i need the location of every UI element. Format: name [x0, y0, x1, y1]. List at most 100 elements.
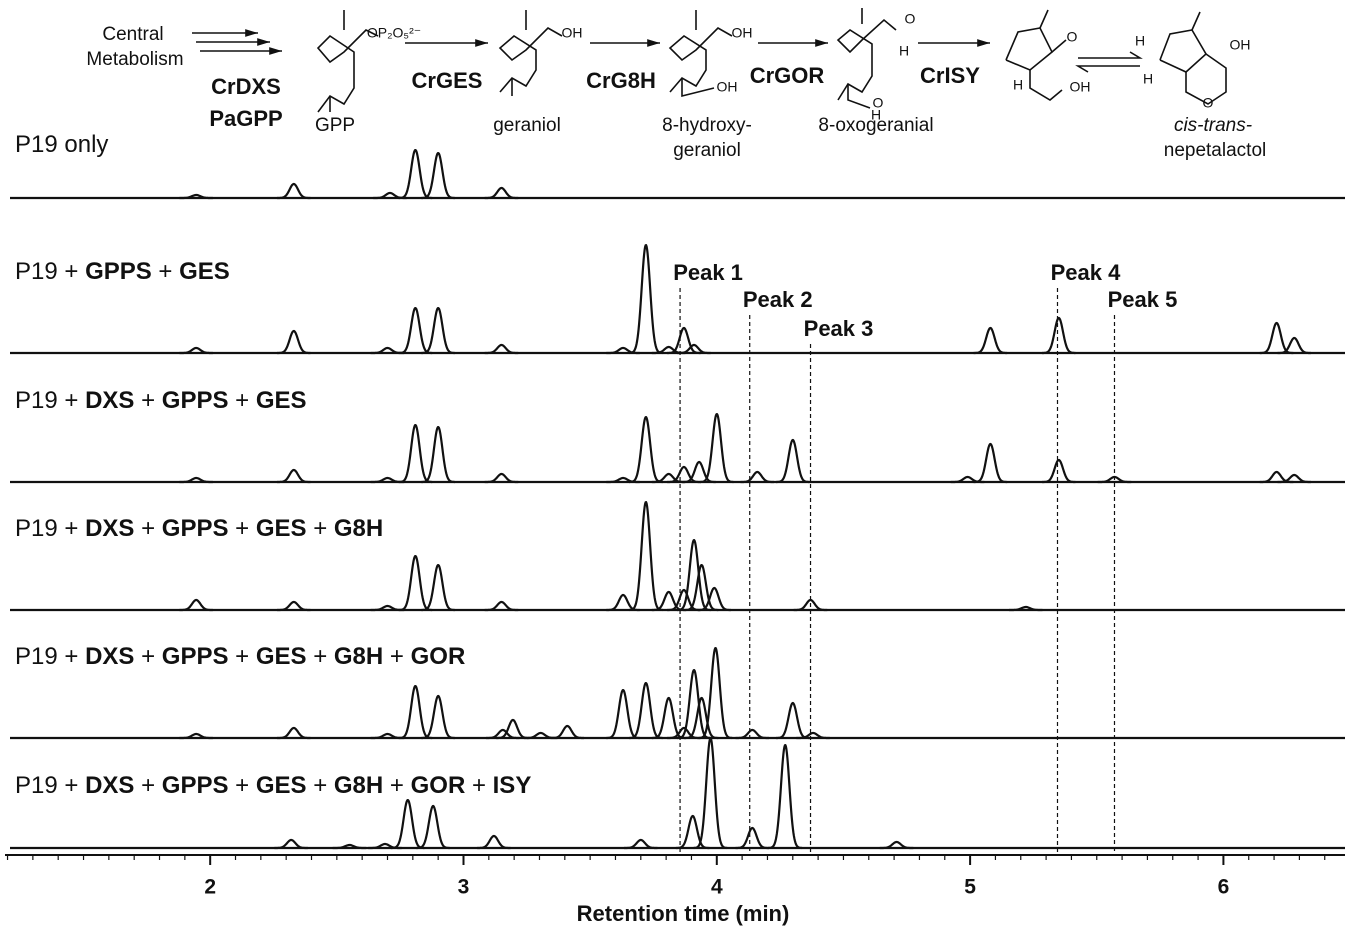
compound-label: Central [102, 24, 163, 45]
peak [178, 476, 214, 484]
peak [675, 814, 710, 850]
peak [415, 804, 451, 850]
peak [666, 326, 702, 355]
peak [495, 718, 531, 740]
trace-label-part: ISY [493, 772, 532, 799]
trace-label-part: GES [256, 387, 307, 414]
atom-label: OH [562, 25, 583, 41]
x-axis-title: Retention time (min) [577, 901, 790, 926]
trace-label-part: P19 only [15, 131, 108, 158]
peak [698, 647, 733, 740]
peak [693, 737, 728, 850]
trace-label-part: + [134, 772, 161, 799]
atom-label: H [899, 43, 909, 59]
trace-label-part: P19 + [15, 258, 85, 285]
trace-label-part: P19 + [15, 643, 85, 670]
x-tick-label: 3 [458, 876, 470, 899]
peak [390, 799, 426, 850]
peak [398, 307, 433, 355]
enzyme-label: CrDXS [211, 74, 281, 99]
peak [1008, 605, 1044, 612]
peak [767, 744, 803, 850]
x-tick-label: 2 [204, 876, 216, 899]
trace-label-part: GES [256, 643, 307, 670]
atom-label: O [1067, 29, 1078, 45]
peak [793, 598, 828, 612]
trace-label-part: + [228, 772, 255, 799]
trace-label-part: + [465, 772, 492, 799]
trace-label-part: P19 + [15, 772, 85, 799]
traces [10, 149, 1345, 850]
peak [666, 588, 702, 612]
enzyme-label: CrG8H [586, 68, 656, 93]
trace-label-part: DXS [85, 643, 134, 670]
peak [651, 472, 686, 484]
trace-label: P19 + GPPS + GES [15, 258, 230, 285]
trace-label-part: + [134, 643, 161, 670]
peak [628, 416, 664, 484]
trace-label-part: GPPS [162, 515, 229, 542]
trace-label-part: + [134, 515, 161, 542]
atom-label: OH [732, 25, 753, 41]
peak [420, 694, 456, 740]
peak [476, 834, 512, 850]
trace-label-part: + [134, 387, 161, 414]
peak [734, 728, 770, 740]
trace-label: P19 + DXS + GPPS + GES + G8H [15, 515, 383, 542]
peak [973, 442, 1008, 484]
peak [485, 728, 521, 740]
peak [420, 564, 456, 612]
atom-label: O [905, 11, 916, 27]
peak [775, 701, 811, 740]
peak [681, 460, 717, 484]
marker-label: Peak 2 [743, 287, 813, 312]
marker-label: Peak 4 [1051, 260, 1121, 285]
peak [332, 843, 367, 850]
atom-label: OH [1070, 79, 1091, 95]
trace-label-part: G8H [334, 515, 383, 542]
peak [973, 326, 1008, 355]
trace-label-part: + [383, 643, 410, 670]
trace-label-part: G8H [334, 643, 383, 670]
axis [5, 288, 1345, 865]
compound-label: geraniol [493, 115, 561, 136]
trace-label-part: GOR [411, 772, 466, 799]
peak [1041, 458, 1077, 484]
trace-label-part: + [383, 772, 410, 799]
atom-label: OH [717, 79, 738, 95]
trace-label-part: GES [256, 515, 307, 542]
marker-label: Peak 3 [804, 316, 874, 341]
peak [1276, 336, 1312, 355]
peak [734, 826, 770, 850]
peak [628, 501, 664, 612]
peak [879, 840, 914, 850]
labels: Central Metabolism CrDXS PaGPP GPP CrGES geran… [15, 11, 1266, 926]
compound-label: 8-oxogeranial [818, 115, 933, 136]
trace-label-part: + [307, 643, 334, 670]
trace-label-part: DXS [85, 515, 134, 542]
trace-label-part: + [228, 643, 255, 670]
trace-label-part: + [228, 515, 255, 542]
peak [1276, 473, 1312, 484]
trace-label-part: P19 + [15, 387, 85, 414]
trace-label-part: + [152, 258, 179, 285]
trace-label-part: GES [179, 258, 230, 285]
peak [684, 564, 719, 612]
peak [273, 838, 309, 850]
trace-label-part: DXS [85, 387, 134, 414]
compound-label: cis-trans- [1174, 115, 1252, 136]
compound-label: nepetalactol [1164, 140, 1266, 161]
enzyme-label: CrGES [412, 68, 483, 93]
peak [795, 731, 831, 740]
peak [398, 424, 433, 484]
peak [484, 186, 519, 200]
atom-label: O [873, 95, 884, 111]
peak [178, 598, 214, 612]
enzyme-label: CrISY [920, 63, 980, 88]
trace-label: P19 only [15, 131, 108, 158]
trace-label-part: G8H [334, 772, 383, 799]
peak [549, 724, 585, 740]
peak [628, 682, 664, 740]
